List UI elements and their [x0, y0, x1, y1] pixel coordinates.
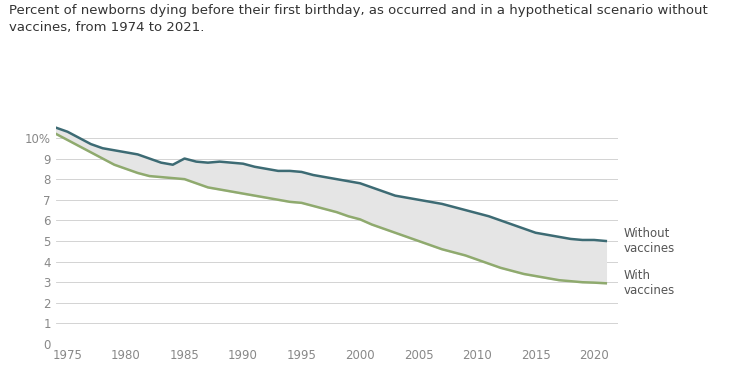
Text: Percent of newborns dying before their first birthday, as occurred and in a hypo: Percent of newborns dying before their f… [9, 4, 708, 34]
Text: With
vaccines: With vaccines [623, 269, 675, 297]
Text: Without
vaccines: Without vaccines [623, 227, 675, 255]
